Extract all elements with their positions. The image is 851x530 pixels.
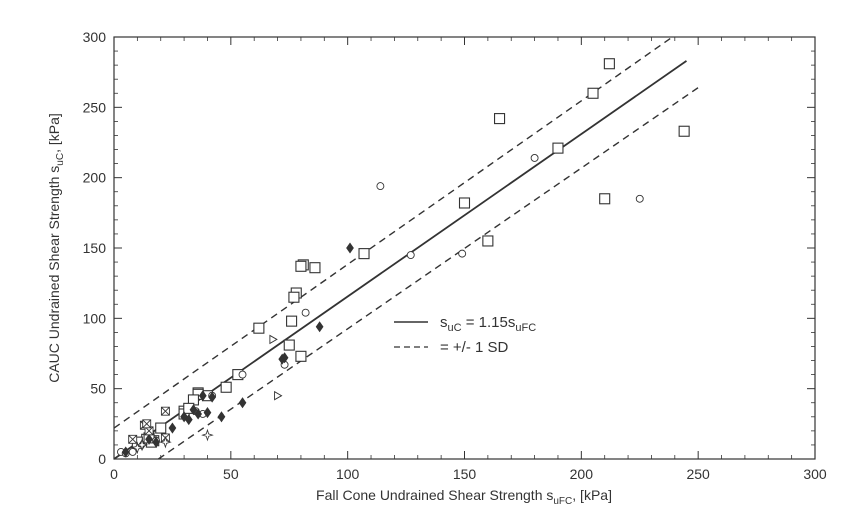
- x-tick-label: 100: [336, 466, 360, 482]
- diamond-marker: [316, 322, 323, 332]
- legend-fit-label: suC = 1.15suFC: [440, 314, 536, 334]
- circle-marker: [459, 250, 466, 257]
- circle-marker: [377, 183, 384, 190]
- square-marker: [254, 323, 264, 333]
- square-marker: [460, 198, 470, 208]
- triangle-marker: [270, 335, 277, 343]
- crossed-square-marker: [161, 407, 169, 415]
- plot-area: [114, 37, 815, 459]
- y-tick-label: 200: [83, 170, 107, 186]
- square-marker: [588, 88, 598, 98]
- legend-sd-label: = +/- 1 SD: [440, 339, 509, 356]
- circle-marker: [129, 448, 136, 455]
- square-marker: [296, 261, 306, 271]
- y-tick-label: 50: [90, 381, 106, 397]
- square-marker: [553, 143, 563, 153]
- x-tick-label: 200: [570, 466, 594, 482]
- x-tick-label: 250: [686, 466, 710, 482]
- square-marker: [604, 59, 614, 69]
- chart: 0 50 100 150 200 250 300 0 50 100 150 200 250 300 Fal…: [0, 0, 851, 525]
- chart-svg: 0 50 100 150 200 250 300 0 50 100 150 200 250 300 Fal…: [0, 0, 851, 525]
- y-tick-label: 300: [83, 29, 107, 45]
- x-tick-label: 50: [223, 466, 239, 482]
- square-marker: [156, 423, 166, 433]
- circle-marker: [239, 371, 246, 378]
- y-tick-label: 250: [83, 99, 107, 115]
- square-marker: [221, 382, 231, 392]
- y-tick-label: 100: [83, 310, 107, 326]
- diamond-marker: [218, 412, 225, 422]
- x-tick-label: 300: [803, 466, 827, 482]
- circle-marker: [407, 252, 414, 259]
- square-marker: [310, 263, 320, 273]
- crossed-square-marker: [143, 420, 151, 428]
- square-marker: [359, 249, 369, 259]
- square-marker: [483, 236, 493, 246]
- y-tick-label: 0: [98, 451, 106, 467]
- x-tick-label: 150: [453, 466, 477, 482]
- square-marker: [296, 351, 306, 361]
- circle-marker: [302, 309, 309, 316]
- x-tick-label: 0: [110, 466, 118, 482]
- diamond-marker: [169, 423, 176, 433]
- square-marker: [287, 316, 297, 326]
- legend: suC = 1.15suFC = +/- 1 SD: [394, 314, 536, 356]
- crossed-square-marker: [129, 435, 137, 443]
- square-marker: [679, 126, 689, 136]
- circle-marker: [531, 154, 538, 161]
- diamond-marker: [347, 243, 354, 253]
- diamond-marker: [239, 398, 246, 408]
- square-marker: [284, 340, 294, 350]
- circle-marker: [636, 195, 643, 202]
- square-marker: [600, 194, 610, 204]
- y-axis-label: CAUC Undrained Shear Strength suC, [kPa]: [46, 113, 66, 383]
- star-marker: [202, 430, 212, 440]
- x-axis-label: Fall Cone Undrained Shear Strength suFC,…: [316, 487, 612, 507]
- square-marker: [495, 114, 505, 124]
- square-marker: [289, 292, 299, 302]
- triangle-marker: [275, 392, 282, 400]
- y-tick-label: 150: [83, 240, 107, 256]
